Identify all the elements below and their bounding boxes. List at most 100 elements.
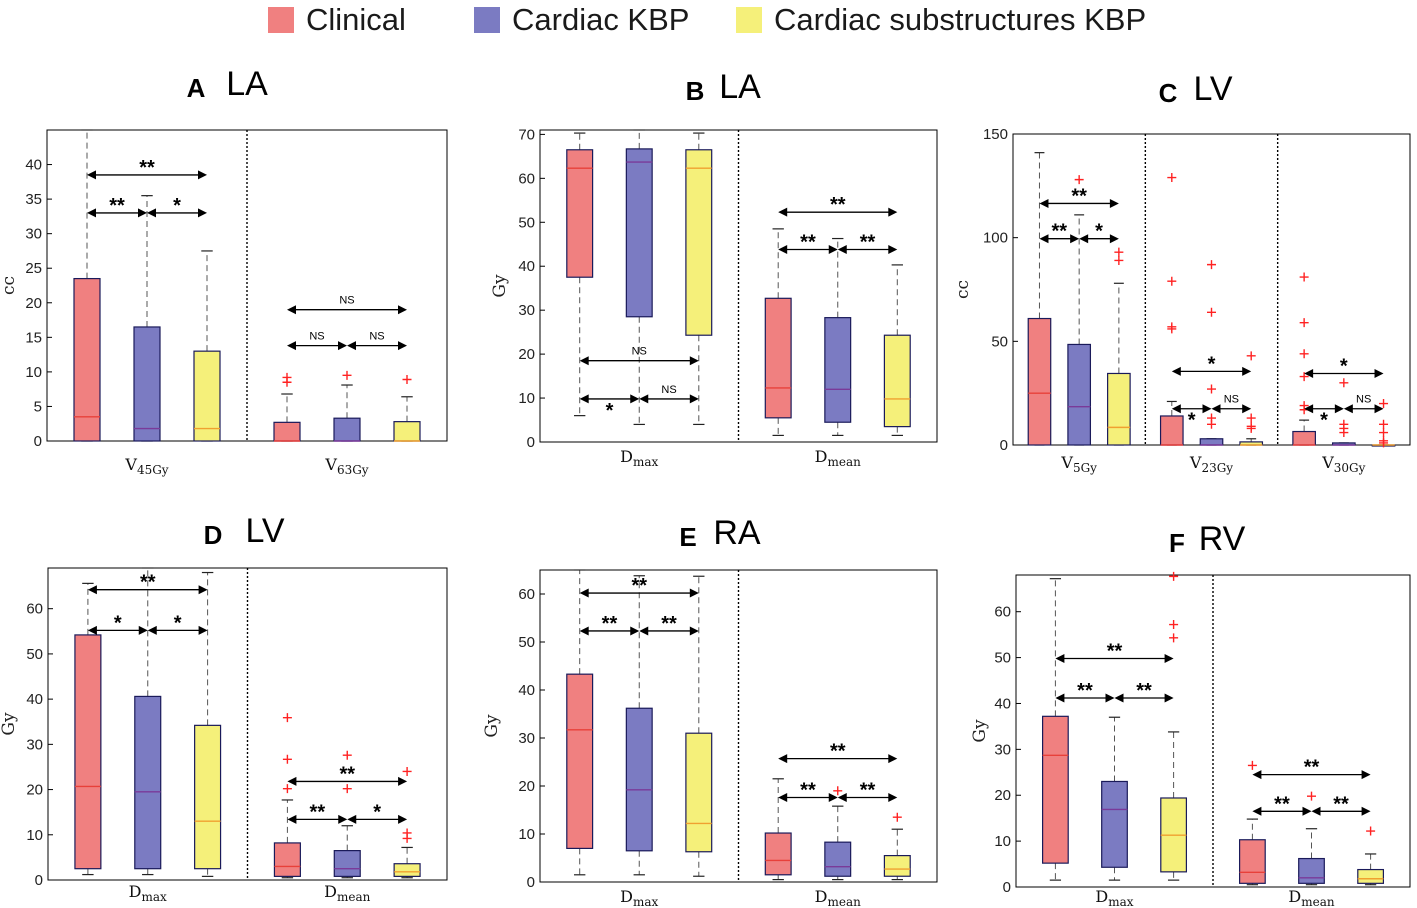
sig-label: **	[800, 780, 816, 802]
sig-arrow-head-right	[338, 814, 348, 824]
sig-label: **	[140, 572, 156, 594]
box	[1292, 430, 1316, 446]
sig-arrow-head-right	[1164, 654, 1174, 664]
box	[134, 695, 162, 870]
y-tick-label: 50	[518, 214, 535, 231]
y-tick-label: 10	[518, 826, 535, 843]
box	[393, 863, 421, 877]
sig-arrow-head-right	[398, 305, 407, 315]
box	[1298, 857, 1325, 884]
significance-bracket: *	[87, 612, 148, 635]
y-tick-label: 50	[518, 634, 535, 651]
box-series-1	[273, 713, 301, 879]
sig-arrow-head-left	[579, 626, 589, 636]
sig-arrow-head-right	[1334, 404, 1344, 414]
significance-bracket: NS	[1343, 394, 1384, 414]
sig-label: NS	[369, 331, 384, 343]
sig-arrow-head-right	[1242, 366, 1252, 376]
group-d-max: Dmax ** ** **	[1041, 571, 1188, 908]
sig-arrow-head-left	[287, 776, 297, 786]
outlier-marker	[1379, 438, 1389, 448]
y-axis-label: Gy	[482, 714, 502, 738]
box	[883, 854, 911, 877]
y-tick-label: 150	[983, 126, 1008, 143]
legend-label-clinical: Clinical	[306, 2, 406, 37]
box-series-3	[1107, 247, 1131, 446]
sig-arrow-head-left	[287, 305, 296, 315]
legend-item-cardiac-substructures-kbp: Cardiac substructures KBP	[736, 2, 1146, 38]
significance-bracket: **	[579, 575, 699, 598]
sig-arrow-head-right	[138, 208, 147, 218]
box-series-1	[1027, 152, 1052, 446]
x-axis-label: V30Gy	[1321, 453, 1365, 475]
panel-f: F RV 0 10 20 30 40 50 60 Gy Dmax ** ** ** Dmean ** ** **	[970, 520, 1411, 908]
outlier-marker	[402, 374, 412, 384]
outlier-marker	[1169, 620, 1179, 630]
outlier-marker	[1074, 175, 1084, 185]
sig-arrow-head-left	[1039, 198, 1049, 208]
sig-arrow-head-left	[579, 356, 589, 366]
significance-bracket: NS	[347, 331, 407, 351]
sig-arrow-head-left	[147, 208, 156, 218]
y-tick-label: 60	[518, 170, 535, 187]
outlier-marker	[1167, 276, 1177, 286]
box-series-3	[1239, 351, 1264, 446]
y-tick-label: 40	[518, 258, 535, 275]
box	[133, 326, 161, 442]
significance-bracket: **	[1039, 221, 1080, 244]
legend-swatch-cardiac-substructures-kbp	[736, 7, 762, 33]
x-axis-label: Dmax	[129, 882, 167, 904]
legend-swatch-clinical	[268, 7, 294, 33]
x-label-subscript: 45Gy	[137, 463, 169, 477]
sig-arrow-head-right	[1202, 404, 1212, 414]
sig-arrow-head-left	[837, 245, 847, 255]
significance-bracket: NS	[579, 346, 699, 366]
sig-arrow-head-right	[1361, 770, 1371, 780]
sig-arrow-head-right	[398, 341, 407, 351]
box	[625, 148, 653, 318]
box-series-2	[1067, 175, 1092, 446]
sig-arrow-head-left	[287, 814, 297, 824]
panel-title: LV	[1193, 70, 1232, 108]
sig-label: **	[860, 780, 876, 802]
significance-bracket: **	[1114, 680, 1174, 703]
group-v-63gy: V63Gy NS NS NS	[273, 295, 421, 477]
y-tick-label: 20	[25, 295, 42, 312]
y-tick-label: 100	[983, 230, 1008, 247]
sig-arrow-head-right	[198, 585, 208, 595]
sig-arrow-head-right	[689, 394, 699, 404]
sig-arrow-head-left	[1171, 366, 1181, 376]
significance-bracket: **	[778, 780, 838, 803]
significance-bracket: **	[837, 780, 898, 803]
box-series-2	[333, 750, 361, 879]
outlier-marker	[282, 372, 292, 382]
outlier-marker	[1379, 399, 1389, 409]
sig-arrow-head-right	[1374, 368, 1384, 378]
y-tick-label: 60	[518, 586, 535, 603]
x-label-main: D	[1288, 887, 1301, 906]
sig-arrow-head-right	[1242, 404, 1252, 414]
sig-arrow-head-right	[689, 588, 699, 598]
significance-bracket: **	[287, 801, 348, 824]
x-label-main: D	[129, 882, 142, 901]
box	[883, 334, 911, 428]
y-tick-label: 10	[994, 833, 1011, 850]
x-axis-label: Dmax	[620, 887, 658, 908]
outlier-marker	[1299, 318, 1309, 328]
box-series-2	[625, 575, 653, 876]
panel-b: B LA 0 10 20 30 40 50 60 70 Gy Dmax NS * NS Dmean ** ** **	[490, 68, 938, 469]
sig-label: **	[1107, 641, 1123, 663]
x-label-subscript: mean	[1301, 895, 1335, 908]
outlier-marker	[1114, 255, 1124, 265]
panel-letter: E	[679, 522, 696, 552]
sig-arrow-head-right	[198, 170, 207, 180]
box	[1067, 343, 1092, 446]
sig-arrow-head-right	[888, 793, 898, 803]
y-axis-label: cc	[0, 276, 19, 295]
sig-arrow-head-left	[778, 207, 788, 217]
sig-arrow-head-left	[1055, 654, 1065, 664]
sig-arrow-head-right	[1109, 198, 1119, 208]
significance-bracket: **	[778, 194, 898, 217]
outlier-marker	[1207, 260, 1216, 270]
legend-item-cardiac-kbp: Cardiac KBP	[474, 2, 689, 38]
